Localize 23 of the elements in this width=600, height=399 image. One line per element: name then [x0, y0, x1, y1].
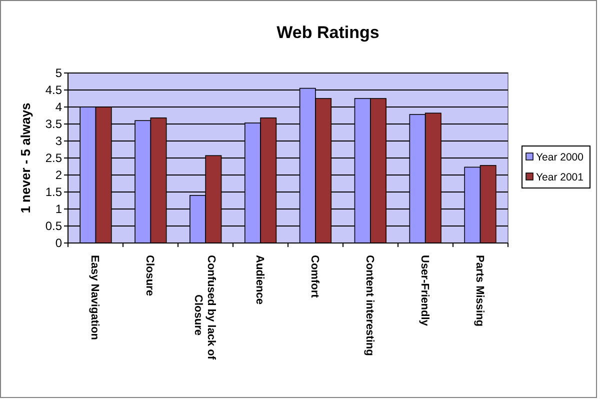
- y-tick-label: 5: [55, 66, 62, 80]
- x-tick-label: Easy Navigation: [88, 255, 101, 340]
- y-tick-label: 4: [55, 100, 62, 114]
- legend-label: Year 2001: [536, 172, 584, 184]
- y-axis-title: 1 never - 5 always: [18, 102, 33, 214]
- x-tick-label: Confused by lack of Closure: [192, 255, 218, 360]
- y-tick-label: 2: [55, 168, 62, 182]
- y-tick-label: 3: [55, 134, 62, 148]
- x-tick-label: Parts Missing: [473, 255, 486, 327]
- chart-title: Web Ratings: [276, 23, 380, 42]
- x-tick-label: User-Friendly: [418, 255, 430, 327]
- y-tick-label: 2.5: [45, 151, 62, 166]
- y-tick-label: 1: [55, 202, 62, 216]
- x-tick-label: Audience: [254, 255, 266, 305]
- legend-label: Year 2000: [536, 152, 584, 164]
- y-tick-label: 4.5: [45, 83, 62, 98]
- y-tick-label: 1.5: [45, 185, 62, 200]
- y-tick-label: 0.5: [45, 219, 62, 234]
- x-tick-label: Closure: [144, 255, 156, 296]
- y-tick-label: 0: [55, 236, 62, 250]
- x-tick-label: Content interesting: [363, 255, 376, 356]
- y-tick-label: 3.5: [45, 117, 62, 132]
- x-tick-label: Comfort: [308, 255, 320, 298]
